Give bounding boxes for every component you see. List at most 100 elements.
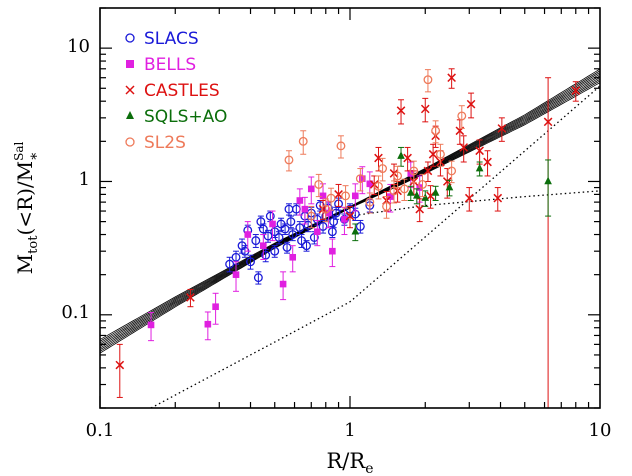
filled-triangle-marker [412,191,421,199]
data-point-bells [314,219,321,247]
cross-marker [403,153,412,163]
cross-stroke [420,104,430,114]
filled-triangle-marker [397,151,405,159]
open-circle-marker [263,231,273,241]
open-circle-marker [321,204,331,214]
filled-square-marker [301,205,309,213]
data-point-castles [497,117,507,142]
data-point-sl2s [341,185,351,209]
data-point-slacs [302,240,311,252]
y-axis-title-sub2: * [29,153,45,160]
cross-marker [428,149,438,159]
open-circle-marker [302,241,311,251]
data-points [115,68,581,409]
filled-square-marker [244,231,252,238]
open-circle-marker [378,164,388,173]
data-point-sqls-ao [351,223,360,242]
cross-stroke [497,124,507,133]
data-point-sl2s [284,150,294,172]
data-point-castles [543,77,553,409]
axis-ticks [99,7,600,409]
legend-label-bells: BELLS [144,55,196,75]
open-circle-marker [280,224,290,234]
y-axis-title-sub: tot [26,235,41,254]
open-circle-marker [431,126,441,136]
data-point-sqls-ao [421,190,430,207]
data-point-slacs [280,223,290,236]
open-circle-marker [282,243,292,252]
cross-stroke [475,146,484,156]
filled-square-marker [341,216,348,223]
filled-square-marker [359,175,366,182]
cross-marker [423,166,433,176]
cross-stroke [571,86,581,95]
data-point-sl2s [423,69,433,93]
open-circle-marker [423,75,433,85]
open-circle-marker [246,257,255,267]
cross-stroke [423,166,433,176]
series-castles [115,68,581,409]
cross-marker [466,99,476,109]
series-sl2s [284,69,467,229]
data-point-sqls-ao [412,188,421,205]
data-point-bells [289,245,297,273]
data-point-slacs [329,215,339,229]
cross-marker [186,293,195,302]
filled-triangle-marker [421,193,430,201]
data-point-castles [345,205,355,229]
y-tick-label-1: 1 [79,169,90,190]
filled-square-marker [307,185,315,193]
open-circle-marker [288,230,298,239]
cross-marker [493,193,503,203]
data-point-bells [212,292,219,325]
data-point-slacs [251,234,261,248]
data-point-sl2s [435,143,445,167]
legend: SLACS BELLS CASTLES SQLS+AO SL2S [125,29,227,153]
data-point-castles [334,183,343,207]
data-point-castles [442,168,452,199]
data-point-sl2s [378,157,388,182]
data-point-sl2s [382,196,391,219]
legend-item-bells: BELLS [126,55,196,75]
x-tick-label-10: 10 [589,420,612,441]
filled-square-marker [279,280,287,288]
data-point-castles [423,161,433,182]
y-axis-title-mid: (<R)/M [13,161,37,236]
legend-label-slacs: SLACS [144,29,199,49]
filled-triangle-marker [544,176,552,185]
open-circle-marker [341,191,351,201]
data-point-castles [428,143,438,167]
cross-stroke [115,360,125,370]
y-tick-label-0.1: 0.1 [61,302,90,323]
filled-triangle-marker [475,163,484,172]
cross-marker [459,143,469,152]
data-point-sl2s [447,160,457,184]
cross-stroke [464,193,474,203]
open-circle-marker [314,179,324,189]
filled-square-marker [319,192,327,200]
open-circle-marker [389,186,399,196]
open-circle-marker [457,111,467,121]
legend-marker-bells [126,60,134,68]
legend-marker-sl2s [125,137,135,147]
open-circle-marker [336,141,346,151]
legend-marker-sqls-ao [126,111,134,119]
cross-marker [415,204,425,214]
data-point-bells [359,166,366,195]
y-axis-title-main: M [13,254,37,274]
cross-stroke [345,211,355,221]
data-point-castles [415,198,425,223]
x-tick-label-0.1: 0.1 [86,420,115,441]
data-point-sl2s [355,168,365,192]
open-circle-marker [258,224,268,234]
data-point-bells [296,188,304,216]
data-point-castles [464,187,474,212]
cross-stroke [374,153,383,163]
series-sqls-ao [351,146,552,242]
open-circle-marker [253,273,263,283]
x-axis-title-main: R/R [327,449,367,473]
data-point-sl2s [374,175,383,200]
open-circle-marker [303,220,313,230]
data-point-sl2s [321,198,331,223]
